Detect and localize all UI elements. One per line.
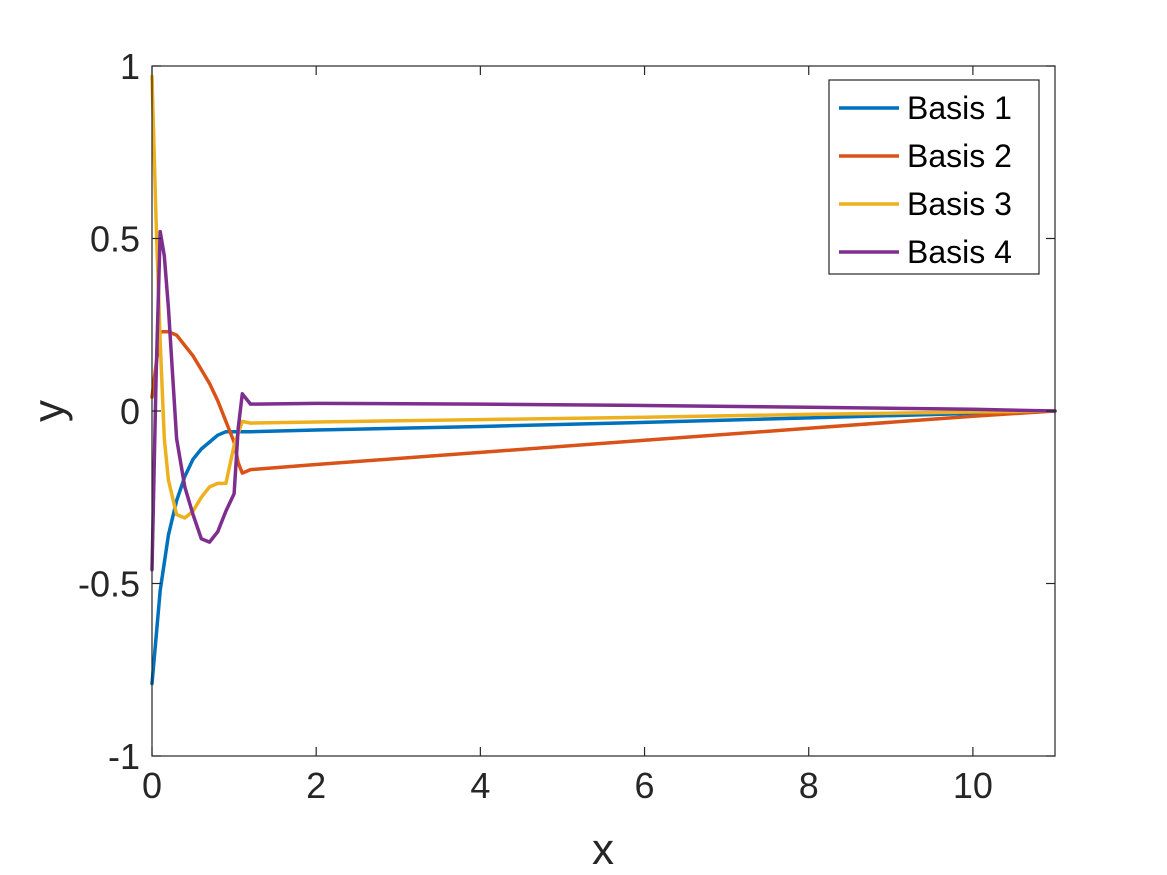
y-tick-label: 1 — [120, 46, 140, 87]
legend-label-basis-4: Basis 4 — [907, 234, 1012, 270]
y-axis-label: y — [25, 400, 74, 422]
series-line-basis-3 — [150, 74, 1057, 520]
legend-box — [828, 79, 1040, 275]
series-layer — [150, 74, 1057, 686]
legend-label-basis-1: Basis 1 — [907, 90, 1012, 126]
x-tick-label: 0 — [142, 765, 162, 806]
y-tick-label: -0.5 — [78, 564, 140, 605]
x-tick-label: 2 — [306, 765, 326, 806]
legend-label-basis-2: Basis 2 — [907, 138, 1012, 174]
series-line-basis-2 — [150, 329, 1057, 475]
x-tick-label: 10 — [953, 765, 993, 806]
x-tick-label: 8 — [799, 765, 819, 806]
x-tick-label: 6 — [635, 765, 655, 806]
tick-layer: 0 2 4 6 8 10 -1 -0.5 0 0.5 1 — [78, 46, 1055, 806]
x-tick-label: 4 — [470, 765, 490, 806]
legend-label-basis-3: Basis 3 — [907, 186, 1012, 222]
legend: Basis 1 Basis 2 Basis 3 Basis 4 — [828, 79, 1040, 275]
y-tick-label: 0 — [120, 391, 140, 432]
x-axis-label: x — [592, 825, 614, 874]
y-tick-label: -1 — [108, 736, 140, 777]
series-line-basis-4 — [150, 229, 1057, 572]
y-tick-label: 0.5 — [90, 219, 140, 260]
series-line-basis-1 — [150, 409, 1057, 686]
